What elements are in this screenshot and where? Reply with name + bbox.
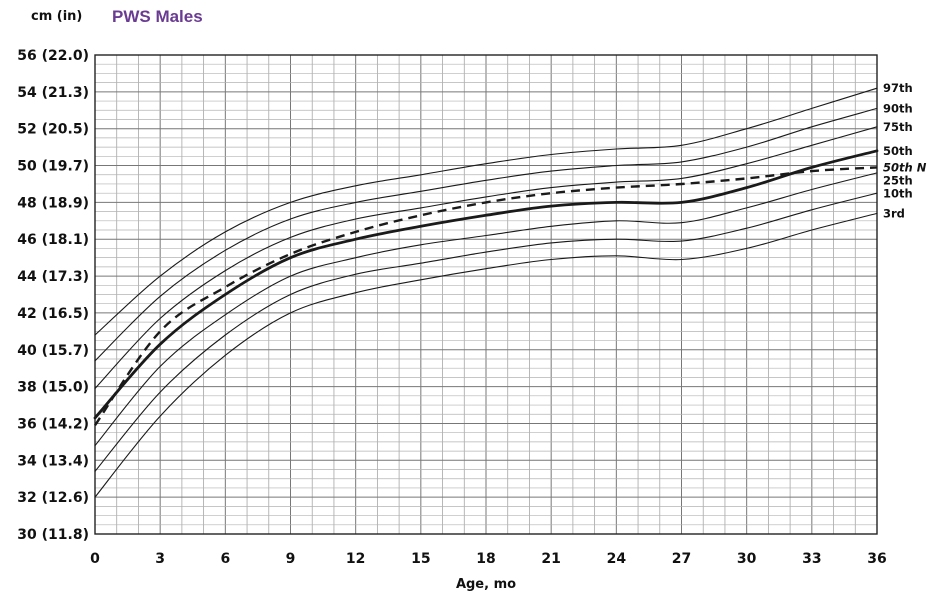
x-tick-label: 6	[220, 551, 230, 567]
chart-title: PWS Males	[112, 7, 203, 26]
y-tick-label: 48 (18.9)	[17, 195, 89, 211]
x-tick-label: 18	[476, 551, 495, 567]
x-tick-label: 3	[155, 551, 165, 567]
series-label-10th: 10th	[883, 186, 913, 200]
series-line-97th	[94, 87, 878, 336]
y-tick-label: 52 (20.5)	[17, 122, 89, 138]
x-tick-label: 15	[411, 551, 430, 567]
series-line-25th	[94, 172, 878, 447]
y-axis-ticks: 30 (11.8) 32 (12.6) 34 (13.4) 36 (14.2) 38 (…	[17, 48, 89, 543]
x-tick-label: 0	[90, 551, 100, 567]
y-tick-label: 40 (15.7)	[17, 343, 89, 359]
x-tick-label: 30	[737, 551, 757, 567]
y-tick-label: 32 (12.6)	[17, 490, 89, 506]
x-tick-label: 33	[802, 551, 821, 567]
y-tick-label: 56 (22.0)	[17, 48, 89, 64]
series-line-3rd	[94, 212, 878, 498]
plot-frame	[94, 54, 878, 535]
chart-grid	[94, 54, 878, 535]
y-tick-label: 44 (17.3)	[17, 269, 89, 285]
y-tick-label: 54 (21.3)	[17, 85, 89, 101]
series-label-97th: 97th	[883, 81, 913, 95]
chart-series	[93, 87, 879, 498]
series-line-90th	[94, 107, 878, 362]
series-label-90th: 90th	[883, 101, 913, 115]
series-label-75th: 75th	[883, 120, 913, 134]
series-line-50th	[93, 149, 879, 420]
y-tick-label: 50 (19.7)	[17, 159, 89, 175]
x-tick-label: 21	[541, 551, 560, 567]
y-tick-label: 36 (14.2)	[17, 416, 89, 432]
x-tick-label: 27	[672, 551, 691, 567]
x-tick-label: 24	[607, 551, 627, 567]
series-line-10th	[94, 192, 878, 472]
series-label-50th: 50th	[883, 144, 913, 158]
x-tick-label: 9	[286, 551, 296, 567]
series-line-50th-n	[94, 166, 878, 426]
y-tick-label: 30 (11.8)	[17, 527, 89, 543]
y-tick-label: 34 (13.4)	[17, 453, 89, 469]
x-axis-ticks: 0 3 6 9 12 15 18 21 24 27 30 33 36	[90, 551, 887, 567]
series-line-75th	[94, 126, 878, 390]
y-tick-label: 38 (15.0)	[17, 380, 89, 396]
x-tick-label: 36	[867, 551, 886, 567]
y-tick-label: 42 (16.5)	[17, 306, 89, 322]
x-tick-label: 12	[346, 551, 365, 567]
series-label-3rd: 3rd	[883, 206, 905, 220]
series-label-50th-n: 50th N	[883, 160, 927, 174]
y-tick-label: 46 (18.1)	[17, 232, 89, 248]
series-label-25th: 25th	[883, 173, 913, 187]
y-unit-label: cm (in)	[31, 9, 83, 24]
x-axis-title: Age, mo	[456, 577, 516, 592]
